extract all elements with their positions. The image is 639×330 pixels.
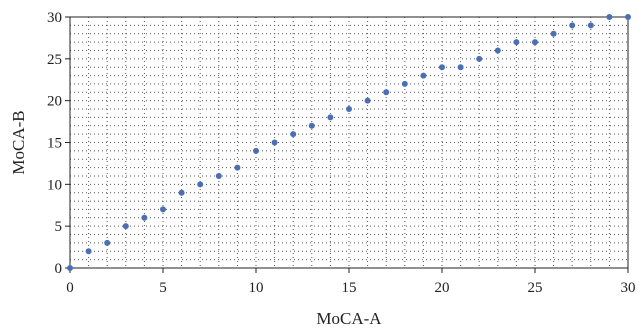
- y-tick-label: 0: [55, 261, 63, 277]
- x-tick-label: 25: [528, 280, 543, 296]
- data-point: [160, 206, 166, 213]
- data-point: [178, 189, 185, 196]
- x-tick-label: 10: [249, 280, 264, 296]
- data-point: [606, 14, 613, 20]
- data-point: [383, 89, 390, 96]
- y-tick-label: 20: [47, 94, 62, 110]
- data-point: [364, 97, 371, 104]
- plot-frame: [69, 16, 629, 269]
- data-point: [67, 265, 73, 271]
- data-point: [513, 39, 520, 46]
- data-point: [457, 64, 464, 71]
- data-point: [308, 122, 315, 129]
- x-axis: 0 5 10 15 20 25 30: [66, 268, 636, 296]
- data-point: [439, 64, 445, 71]
- data-point: [476, 55, 483, 62]
- data-point: [587, 22, 594, 29]
- data-points: [67, 14, 631, 271]
- grid-dots: [70, 17, 628, 268]
- data-point: [271, 139, 278, 146]
- y-tick-label: 25: [47, 52, 62, 68]
- x-tick-label: 30: [621, 280, 636, 296]
- y-axis-title: MoCA-B: [9, 110, 28, 174]
- data-point: [197, 181, 204, 188]
- data-point: [234, 164, 241, 171]
- y-tick-label: 5: [55, 219, 63, 235]
- data-point: [346, 106, 352, 113]
- data-point: [215, 172, 222, 179]
- x-tick-label: 0: [66, 280, 74, 296]
- data-point: [104, 239, 111, 246]
- data-point: [420, 72, 427, 79]
- data-point: [532, 39, 538, 46]
- y-tick-label: 10: [47, 177, 62, 193]
- data-point: [401, 80, 408, 87]
- data-point: [625, 14, 631, 20]
- y-tick-label: 30: [47, 10, 62, 26]
- data-point: [141, 214, 148, 221]
- data-point: [569, 22, 576, 29]
- x-tick-label: 15: [342, 280, 357, 296]
- data-point: [290, 131, 297, 138]
- data-point: [550, 30, 557, 37]
- x-tick-label: 5: [159, 280, 167, 296]
- x-axis-title: MoCA-A: [316, 309, 382, 328]
- data-point: [253, 147, 259, 154]
- y-axis: 0 5 10 15 20 25 30: [47, 10, 70, 277]
- data-point: [327, 114, 334, 121]
- data-point: [85, 248, 92, 255]
- x-tick-label: 20: [435, 280, 450, 296]
- y-tick-label: 15: [47, 136, 62, 152]
- data-point: [122, 223, 129, 230]
- data-point: [494, 47, 501, 54]
